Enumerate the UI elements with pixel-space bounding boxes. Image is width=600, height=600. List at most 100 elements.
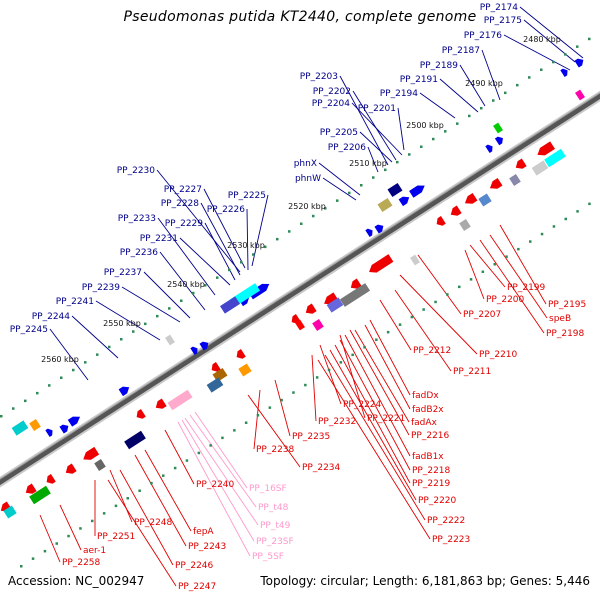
gene-label-minus: PP_2234 [302,463,341,473]
ruler-dot [268,406,272,409]
label-leader-line [179,237,231,286]
ruler-dot [351,353,354,357]
label-leader-line [469,244,506,288]
map-title: Pseudomonas putida KT2440, complete geno… [123,9,477,25]
ruler-dot [540,232,544,236]
gene-label-plus: PP_2228 [161,199,200,209]
gene-label-plus: PP_2231 [140,234,178,244]
gene-label-minus: PP_2218 [412,466,451,476]
ruler-dot [528,76,531,79]
label-leader-lines [39,6,584,587]
ruler-dot [12,407,15,410]
feature-box [165,334,175,346]
label-leader-line [184,417,259,526]
plus-strand-gene [248,283,270,300]
genome-summary-text: Topology: circular; Length: 6,181,863 bp… [260,574,590,588]
ruler-dot [256,414,260,417]
label-leader-line [157,217,216,296]
gene-label-minus: fadB1x [412,452,444,462]
minus-strand-gene [25,483,37,494]
gene-label-plus: PP_2225 [228,191,266,201]
ruler-dot [446,293,449,296]
gene-label-minus: PP_2211 [453,367,491,377]
ruler-dot [252,253,255,256]
label-leader-line [479,239,545,334]
label-leader-line [317,359,431,540]
ruler-dot [24,399,27,403]
label-leader-line [251,194,269,267]
ruler-dot [564,217,567,221]
ruler-dot [492,99,495,102]
ruler-dot [408,153,411,156]
feature-box [238,363,252,377]
label-leader-line [203,188,246,269]
feature-box [493,122,503,134]
ruler-dot [384,168,387,172]
label-leader-line [49,328,89,381]
label-leader-line [459,64,486,107]
feature-box [326,297,344,313]
label-leader-line [334,344,411,484]
gene-label-plus: PP_2239 [82,283,121,293]
gene-label-rna: PP_t48 [258,503,289,513]
ruler-dotted-tracks [0,37,591,568]
feature-box [377,197,393,213]
ruler-dot [469,278,473,281]
gene-label-plus: PP_2202 [313,87,351,97]
feature-box [387,182,403,198]
gene-label-plus: PP_2176 [464,31,503,41]
ruler-dot [102,512,106,515]
ruler-dot [576,45,579,48]
gene-label-plus: PP_2236 [120,248,159,258]
gene-features [0,58,585,519]
tick-label: 2480 kbp [523,35,561,44]
label-leader-line [329,349,417,501]
gene-label-plus: PP_2205 [320,128,358,138]
ruler-dot [0,415,3,418]
ruler-dot [197,451,201,455]
ruler-dot [276,237,279,241]
label-leader-line [324,354,426,521]
ruler-dot [292,391,295,394]
ruler-dot [185,459,189,462]
gene-label-plus: PP_2187 [442,46,480,56]
label-leader-line [349,329,410,436]
ruler-dot [228,268,231,272]
plus-strand-gene [485,144,493,153]
gene-label-minus: fadDx [412,391,439,401]
feature-box [339,283,371,307]
ruler-dot [126,497,129,500]
label-leader-line [439,78,479,113]
label-leader-line [344,334,411,457]
gene-label-plus: PP_2206 [328,143,367,153]
ruler-dot [552,225,556,228]
label-leader-line [503,34,571,71]
ruler-dot [493,263,496,266]
feature-box [206,377,224,393]
plus-strand-gene [574,58,584,68]
ruler-dot [209,444,212,447]
label-leader-line [311,354,317,422]
plus-strand-gene [45,428,53,437]
label-leader-line [144,449,192,532]
minus-strand-gene [236,349,246,359]
minus-strand-gene [136,409,146,419]
ruler-dot [505,255,508,258]
ruler-dot [156,314,159,318]
feature-box [219,296,241,314]
gene-label-plus: PP_2233 [118,214,156,224]
ruler-dot [327,368,331,372]
ruler-dot [162,474,165,477]
label-leader-line [419,92,456,119]
label-leader-line [499,224,547,305]
ruler-dot [432,137,435,141]
feature-box [575,89,585,101]
label-leader-line [107,479,177,587]
ruler-dot [444,130,447,133]
gene-label-minus: PP_2238 [256,445,295,455]
minus-strand-gene [46,474,56,484]
ruler-dot [480,107,483,110]
gene-label-minus: aer-1 [83,546,106,556]
label-leader-line [274,379,291,437]
